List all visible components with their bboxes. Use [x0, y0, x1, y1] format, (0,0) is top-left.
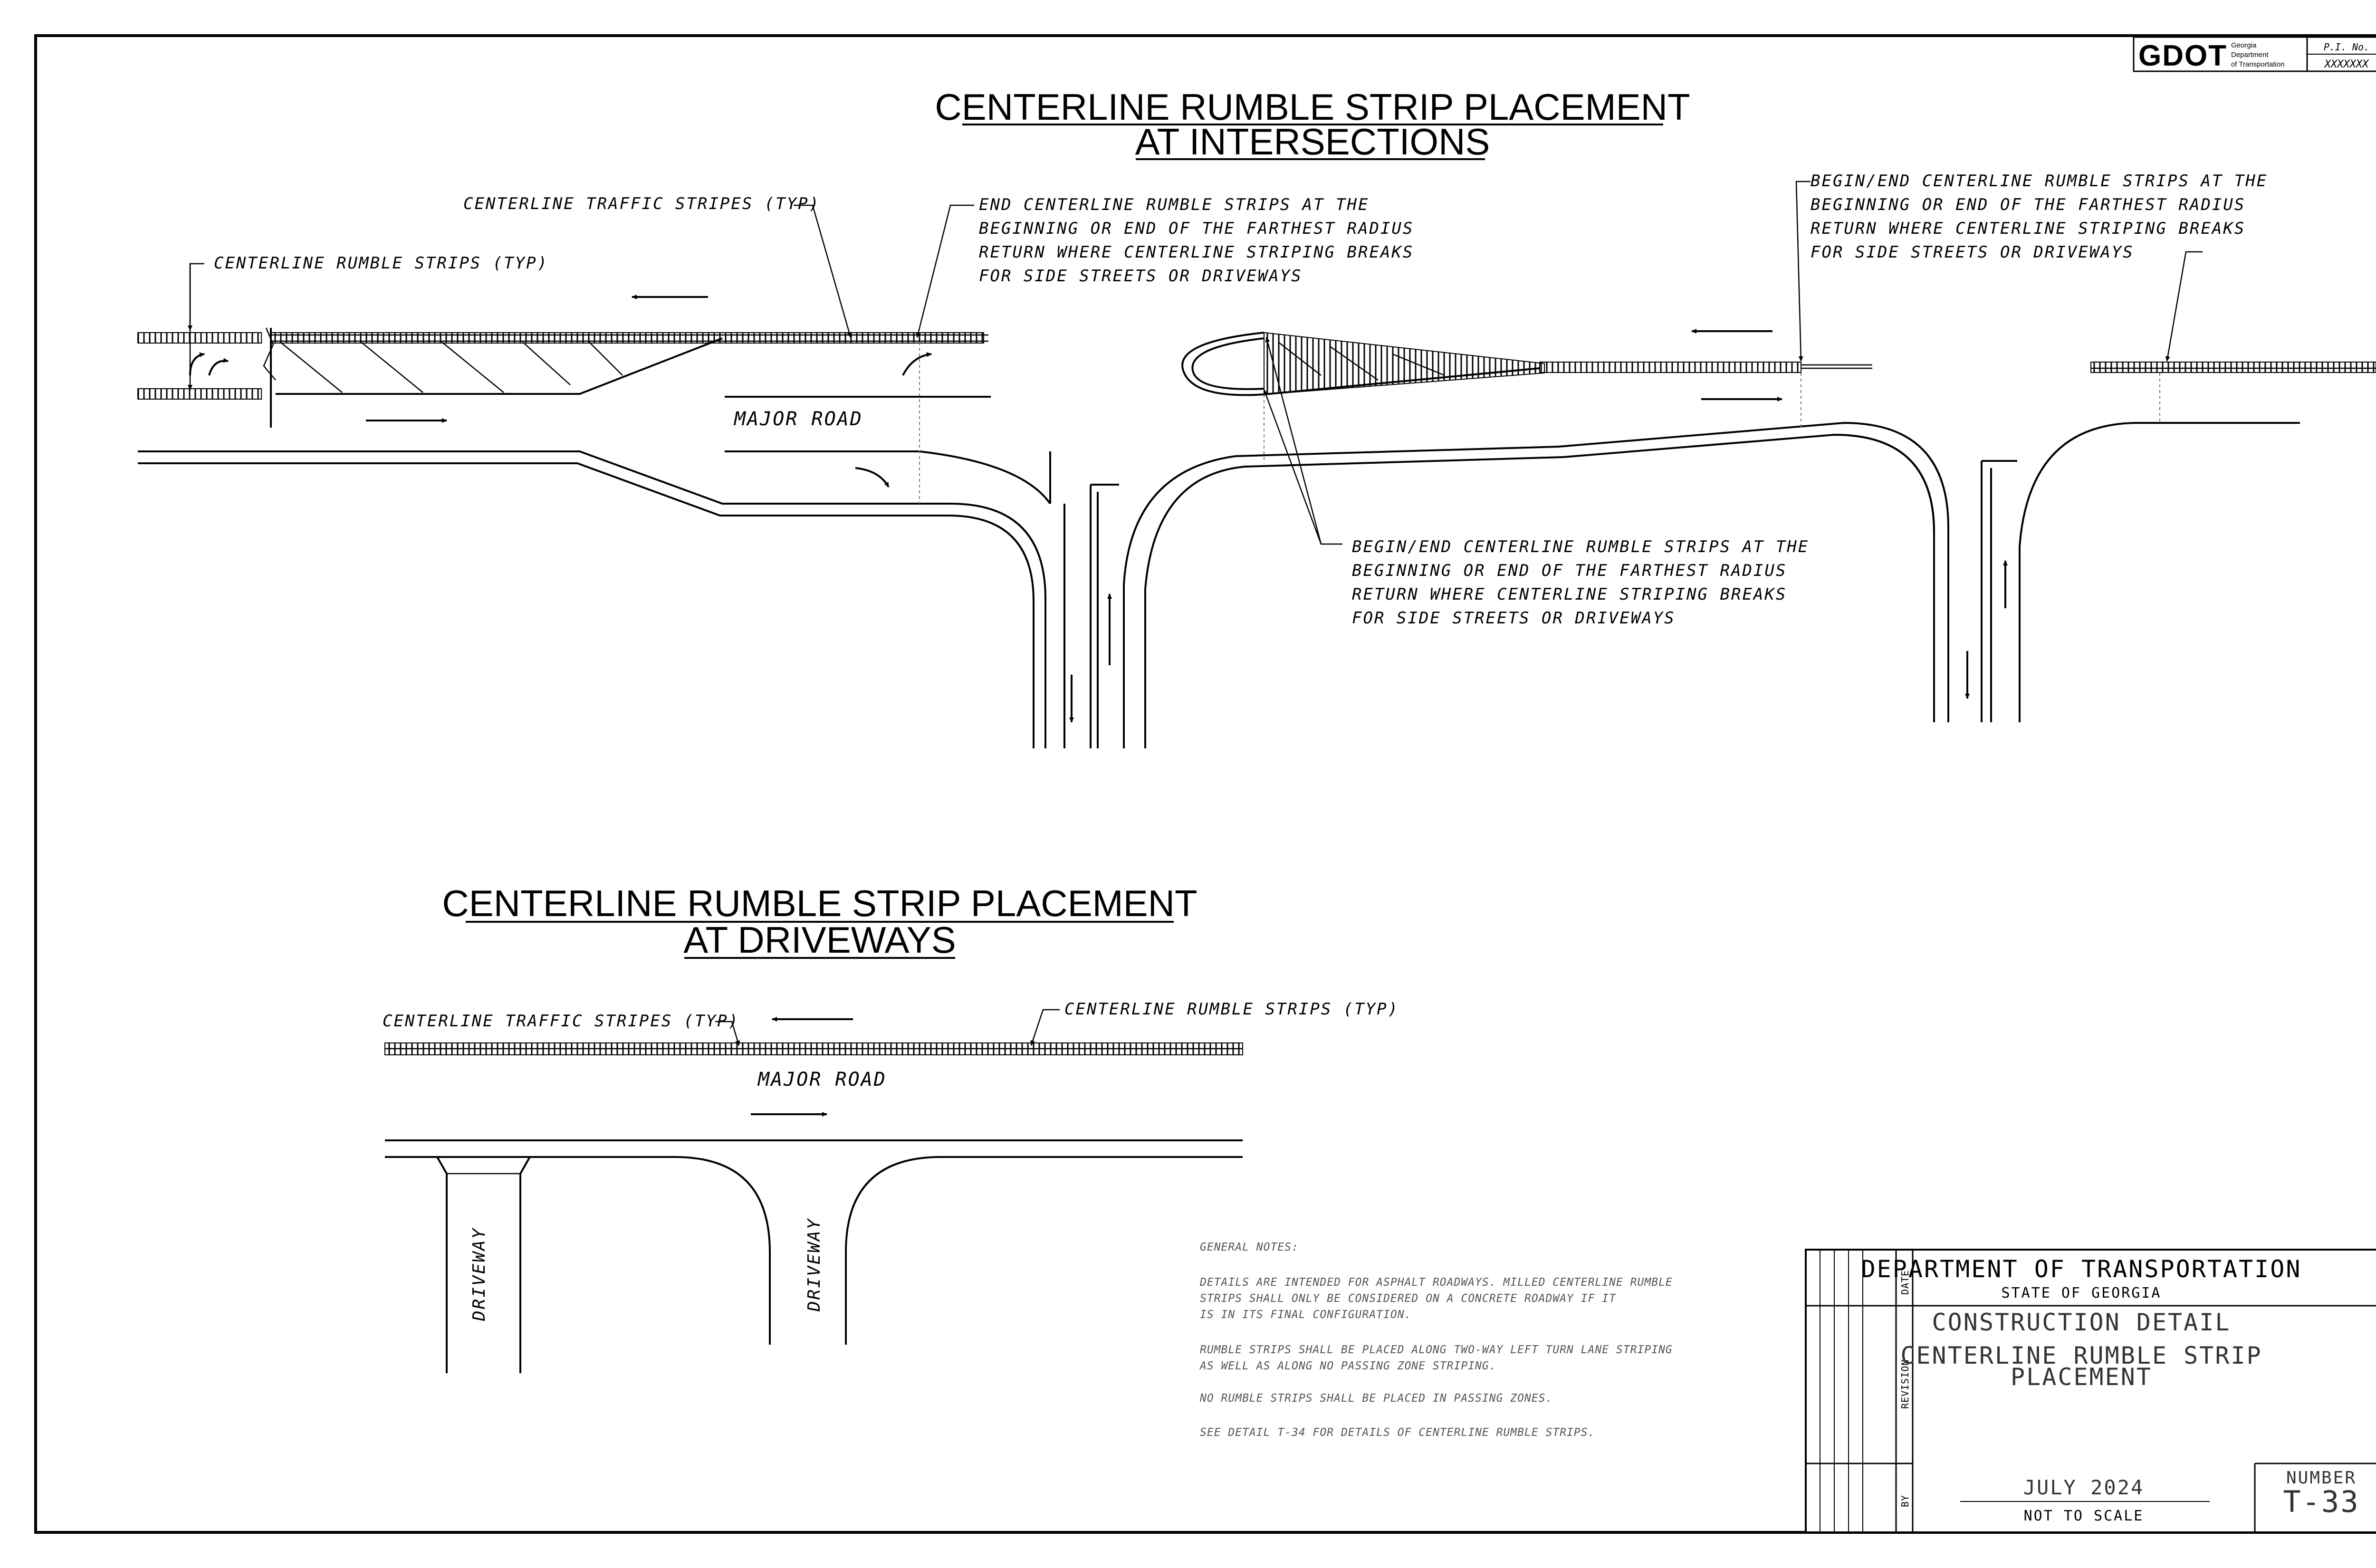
title-block	[1805, 1249, 2376, 1533]
svg-text:STRIPS SHALL ONLY BE CONSIDERE: STRIPS SHALL ONLY BE CONSIDERED ON A CON…	[1200, 1292, 1616, 1305]
title-block-number: T-33	[2283, 1484, 2359, 1519]
title-block-state: STATE OF GEORGIA	[2002, 1285, 2162, 1301]
driveway-label-1: DRIVEWAY	[469, 1227, 489, 1321]
svg-text:BEGIN/END CENTERLINE RUMBLE ST: BEGIN/END CENTERLINE RUMBLE STRIPS AT TH…	[1811, 172, 2268, 191]
intersections-callout-begin-end-middle: BEGIN/END CENTERLINE RUMBLE STRIPS AT TH…	[1352, 537, 1809, 628]
svg-text:FOR SIDE STREETS OR DRIVEWAYS: FOR SIDE STREETS OR DRIVEWAYS	[1811, 243, 2134, 262]
svg-text:AS WELL AS ALONG NO PASSING ZO: AS WELL AS ALONG NO PASSING ZONE STRIPIN…	[1199, 1360, 1496, 1372]
intersection-right	[1123, 329, 2376, 748]
sheet-border	[34, 34, 2376, 1534]
intersection-left: MAJOR ROAD	[137, 295, 1119, 748]
svg-text:NO RUMBLE STRIPS SHALL BE PLAC: NO RUMBLE STRIPS SHALL BE PLACED IN PASS…	[1199, 1392, 1552, 1405]
intersections-title-line2: AT INTERSECTIONS	[1135, 121, 1490, 163]
intersections-road-label: MAJOR ROAD	[733, 408, 863, 430]
driveways-callout-rumble-strips: CENTERLINE RUMBLE STRIPS (TYP)	[1064, 1000, 1399, 1019]
title-block-by-column: BY	[1899, 1495, 1911, 1507]
intersection-leaders	[188, 181, 2203, 545]
title-block-date-column: DATE	[1899, 1270, 1911, 1295]
svg-text:DETAILS ARE INTENDED FOR ASPHA: DETAILS ARE INTENDED FOR ASPHALT ROADWAY…	[1199, 1276, 1673, 1289]
title-block-detail-title-1: CENTERLINE RUMBLE STRIP	[1900, 1342, 2262, 1369]
general-notes: GENERAL NOTES: DETAILS ARE INTENDED FOR …	[1199, 1241, 1673, 1439]
svg-text:BEGINNING OR END OF THE FARTHE: BEGINNING OR END OF THE FARTHEST RADIUS	[979, 219, 1414, 238]
rumble-strip-band	[137, 388, 262, 400]
driveway-label-2: DRIVEWAY	[805, 1218, 824, 1312]
title-block-detail-title-2: PLACEMENT	[2011, 1363, 2152, 1391]
project-number-label: P.I. No.	[2324, 41, 2369, 53]
svg-text:BEGIN/END CENTERLINE RUMBLE ST: BEGIN/END CENTERLINE RUMBLE STRIPS AT TH…	[1352, 537, 1809, 556]
svg-text:RETURN WHERE CENTERLINE STRIPI: RETURN WHERE CENTERLINE STRIPING BREAKS	[1352, 585, 1787, 604]
title-block-scale: NOT TO SCALE	[2024, 1508, 2144, 1524]
title-block-number-label: NUMBER	[2286, 1468, 2357, 1488]
svg-text:IS IN ITS FINAL CONFIGURATION.: IS IN ITS FINAL CONFIGURATION.	[1200, 1309, 1411, 1321]
svg-text:BEGINNING OR END OF THE FARTHE: BEGINNING OR END OF THE FARTHEST RADIUS	[1352, 561, 1787, 580]
driveways-detail	[384, 1009, 1243, 1373]
intersections-callout-rumble-strips: CENTERLINE RUMBLE STRIPS (TYP)	[214, 254, 548, 273]
svg-text:RETURN WHERE CENTERLINE STRIPI: RETURN WHERE CENTERLINE STRIPING BREAKS	[979, 243, 1414, 262]
rumble-strip-band	[2090, 362, 2376, 373]
title-block-detail-type: CONSTRUCTION DETAIL	[1932, 1309, 2231, 1336]
logo-subtext-3: of Transportation	[2231, 60, 2285, 68]
project-number-box: P.I. No. XXXXXXX	[2306, 36, 2376, 72]
svg-text:SEE DETAIL T-34 FOR DETAILS OF: SEE DETAIL T-34 FOR DETAILS OF CENTERLIN…	[1200, 1426, 1595, 1439]
logo-subtext-2: Department	[2231, 51, 2269, 59]
svg-text:RUMBLE STRIPS SHALL BE PLACED: RUMBLE STRIPS SHALL BE PLACED ALONG TWO-…	[1200, 1344, 1673, 1356]
svg-text:FOR SIDE STREETS OR DRIVEWAYS: FOR SIDE STREETS OR DRIVEWAYS	[979, 267, 1303, 286]
driveways-title-line2: AT DRIVEWAYS	[683, 919, 956, 961]
logo-text: GDOT	[2138, 39, 2227, 72]
logo-subtext-1: Georgia	[2231, 41, 2257, 49]
gdot-logo: GDOT Georgia Department of Transportatio…	[2133, 36, 2308, 72]
svg-text:BEGINNING OR END OF THE FARTHE: BEGINNING OR END OF THE FARTHEST RADIUS	[1811, 195, 2245, 214]
svg-text:RETURN WHERE CENTERLINE STRIPI: RETURN WHERE CENTERLINE STRIPING BREAKS	[1811, 219, 2245, 238]
driveways-title-line1: CENTERLINE RUMBLE STRIP PLACEMENT	[442, 882, 1197, 924]
title-block-revision-column: REVISION	[1899, 1359, 1911, 1409]
rumble-strip-band	[1539, 362, 1801, 373]
project-number-value: XXXXXXX	[2324, 58, 2369, 70]
intersections-title-line1: CENTERLINE RUMBLE STRIP PLACEMENT	[935, 86, 1690, 128]
rumble-strip-band	[137, 332, 262, 344]
svg-text:FOR SIDE STREETS OR DRIVEWAYS: FOR SIDE STREETS OR DRIVEWAYS	[1352, 609, 1676, 628]
driveways-callout-traffic-stripes: CENTERLINE TRAFFIC STRIPES (TYP)	[383, 1012, 739, 1031]
title-block-date: JULY 2024	[2023, 1476, 2145, 1499]
svg-text:END CENTERLINE RUMBLE STRIPS A: END CENTERLINE RUMBLE STRIPS AT THE	[979, 195, 1369, 214]
intersections-callout-traffic-stripes: CENTERLINE TRAFFIC STRIPES (TYP)	[463, 194, 820, 213]
driveways-road-label: MAJOR ROAD	[757, 1069, 887, 1090]
title-block-agency: DEPARTMENT OF TRANSPORTATION	[1861, 1255, 2302, 1283]
general-notes-heading: GENERAL NOTES:	[1200, 1241, 1299, 1253]
intersections-callout-begin-end-right: BEGIN/END CENTERLINE RUMBLE STRIPS AT TH…	[1811, 172, 2268, 262]
intersections-callout-end: END CENTERLINE RUMBLE STRIPS AT THE BEGI…	[979, 195, 1414, 286]
